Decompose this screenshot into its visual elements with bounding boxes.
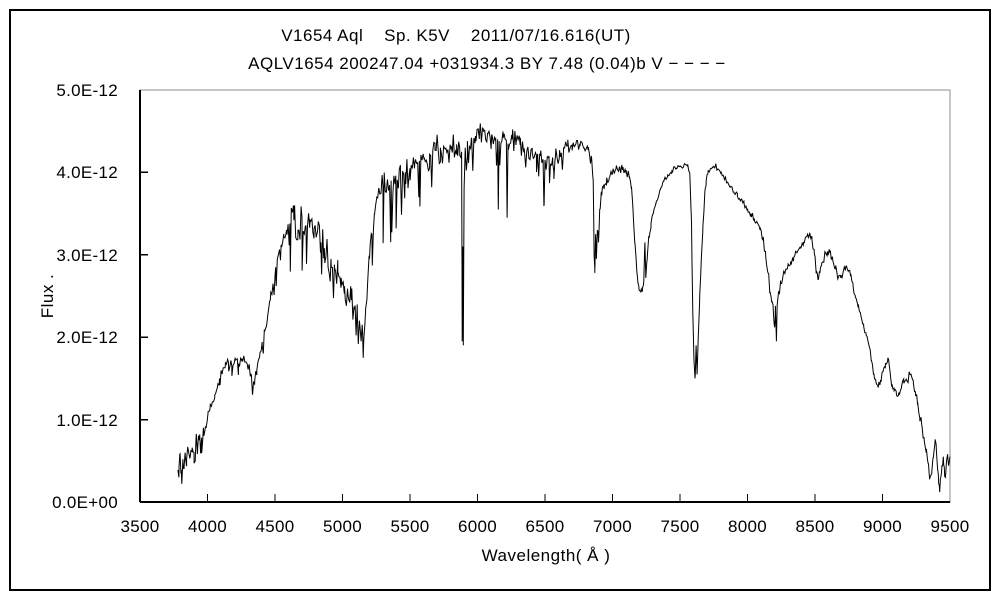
x-tick-label: 6000	[457, 517, 498, 536]
x-axis-label: Wavelength( Å )	[481, 546, 611, 565]
x-tick-label: 7000	[592, 517, 633, 536]
y-tick-label: 2.0E-12	[56, 328, 118, 348]
x-tick-label: 6500	[525, 517, 565, 536]
x-tick-label: 3500	[120, 517, 160, 536]
x-tick-label: 9000	[862, 517, 903, 536]
y-tick-label: 4.0E-12	[56, 163, 118, 183]
x-tick-label: 4000	[187, 517, 228, 536]
chart-title: V1654 Aql Sp. K5V 2011/07/16.616(UT)	[281, 26, 631, 45]
y-tick-label: 1.0E-12	[56, 410, 118, 430]
x-tick-label: 8000	[727, 517, 768, 536]
y-tick-label: 3.0E-12	[56, 245, 118, 265]
x-tick-label: 7500	[660, 517, 700, 536]
spectrum-line	[177, 123, 951, 493]
x-tick-label: 5000	[322, 517, 363, 536]
y-tick-label: 5.0E-12	[56, 81, 118, 100]
figure-border	[9, 9, 991, 591]
x-tick-label: 8500	[795, 517, 835, 536]
x-tick-label: 4500	[255, 517, 295, 536]
plot-frame	[139, 89, 951, 503]
x-tick-label: 5500	[390, 517, 430, 536]
y-tick-label: 0.0E+00	[52, 493, 118, 512]
chart-subtitle: AQLV1654 200247.04 +031934.3 BY 7.48 (0.…	[248, 54, 726, 73]
x-tick-label: 9500	[930, 517, 970, 536]
